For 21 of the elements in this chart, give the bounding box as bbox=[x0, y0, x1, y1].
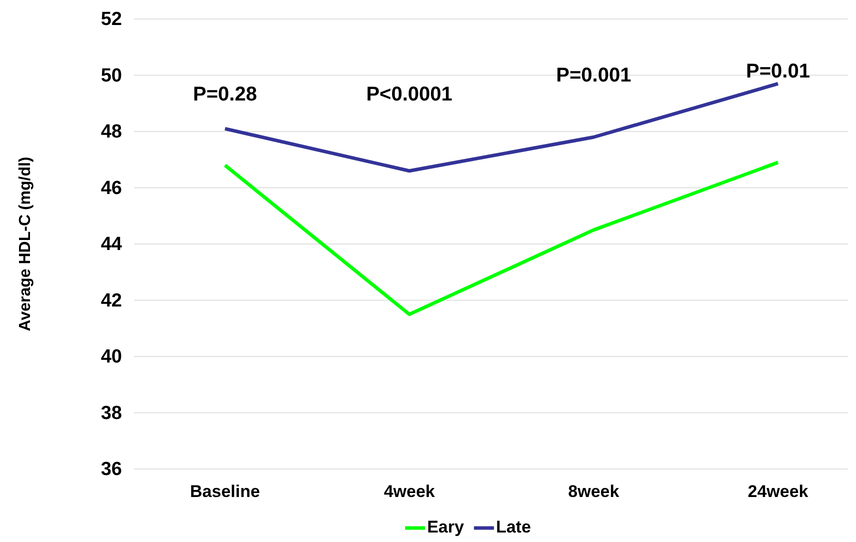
annotation: P=0.28 bbox=[193, 83, 257, 106]
y-tick-label: 36 bbox=[100, 459, 122, 480]
annotation: P=0.01 bbox=[746, 60, 810, 82]
y-tick-label: 42 bbox=[100, 290, 122, 312]
y-tick-label: 38 bbox=[100, 402, 122, 424]
y-tick-label: 52 bbox=[100, 9, 122, 30]
y-tick-label: 48 bbox=[100, 122, 122, 143]
y-tick-label: 40 bbox=[100, 346, 122, 368]
legend-label: Eary bbox=[427, 517, 464, 536]
x-tick-label: 4week bbox=[384, 482, 436, 502]
y-axis-title: Average HDL-C (mg/dl) bbox=[17, 156, 34, 332]
x-tick-label: 24week bbox=[748, 482, 809, 502]
y-tick-label: 46 bbox=[100, 178, 122, 199]
annotation: P<0.0001 bbox=[366, 83, 452, 106]
line-series bbox=[223, 160, 780, 316]
x-tick-label: 8week bbox=[568, 482, 620, 502]
y-tick-label: 50 bbox=[100, 65, 122, 86]
x-tick-label: Baseline bbox=[190, 482, 260, 502]
legend-label: Late bbox=[496, 517, 531, 536]
y-tick-label: 44 bbox=[100, 234, 122, 256]
annotation: P=0.001 bbox=[556, 64, 632, 86]
